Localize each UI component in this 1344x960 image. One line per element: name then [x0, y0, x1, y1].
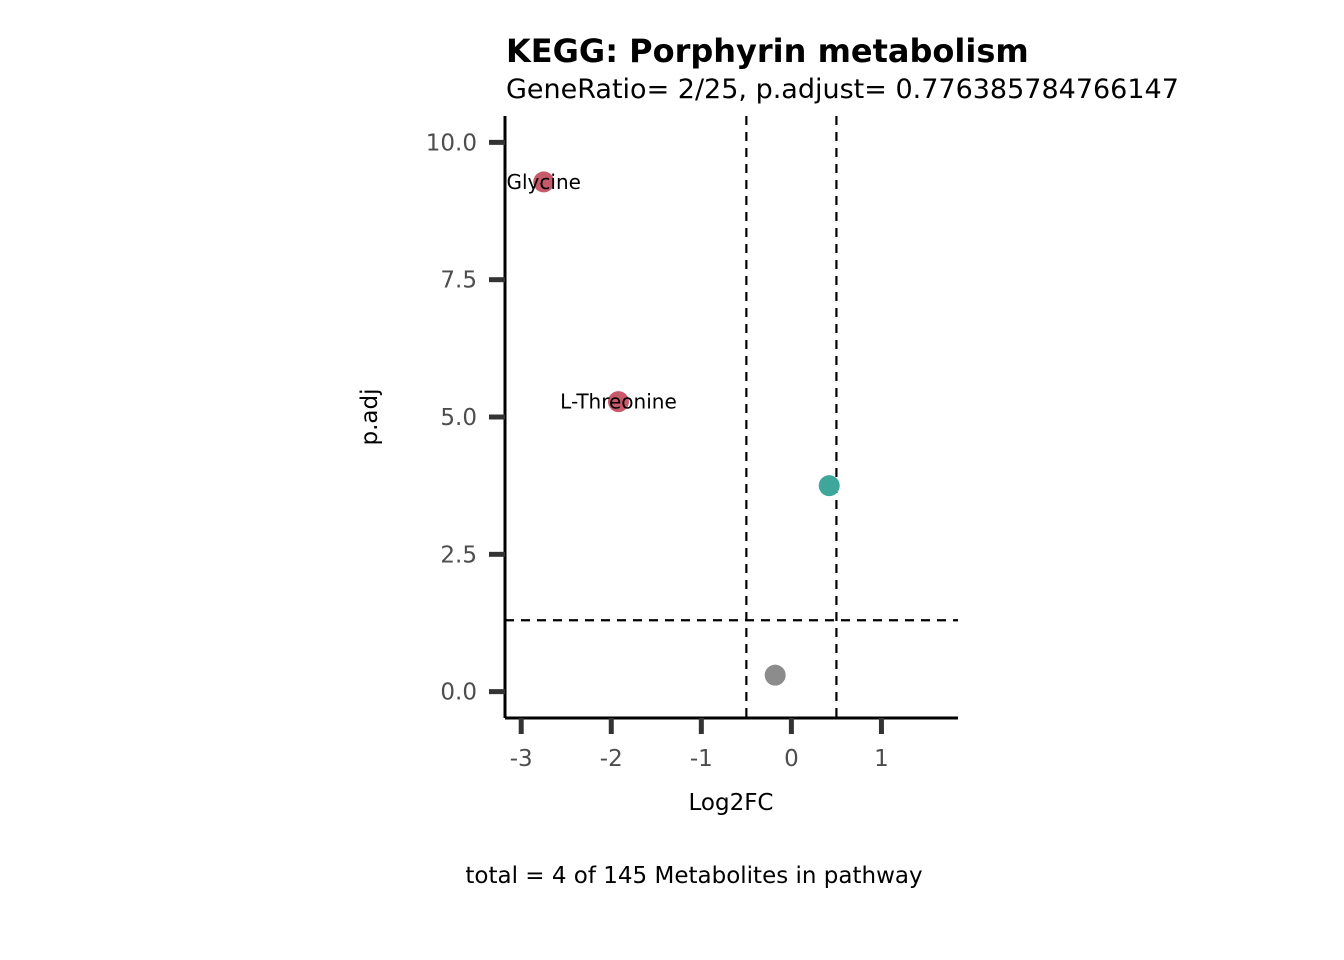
y-tick-label: 5.0 — [440, 405, 477, 431]
point-label: Glycine — [507, 170, 581, 194]
chart-title: KEGG: Porphyrin metabolism — [506, 32, 1029, 70]
y-tick-label: 7.5 — [440, 268, 477, 294]
data-point-not-significant — [764, 664, 786, 686]
chart-caption: total = 4 of 145 Metabolites in pathway — [465, 863, 922, 889]
data-points — [533, 171, 840, 686]
x-axis-title: Log2FC — [688, 790, 773, 816]
y-axis-title: p.adj — [357, 389, 383, 446]
y-tick-label: 0.0 — [440, 680, 477, 706]
point-label: L-Threonine — [560, 390, 677, 414]
y-tick-label: 10.0 — [426, 130, 477, 156]
y-tick-label: 2.5 — [440, 542, 477, 568]
x-tick-label: -3 — [510, 746, 533, 772]
x-tick-label: 1 — [874, 746, 889, 772]
x-tick-label: -2 — [600, 746, 623, 772]
reference-lines — [505, 116, 958, 718]
axes — [503, 116, 958, 720]
point-labels: Glycine L-Threonine — [507, 170, 677, 414]
x-tick-label: 0 — [784, 746, 799, 772]
data-point-down — [533, 171, 555, 193]
data-point-up — [818, 475, 840, 497]
axis-ticks: -3 -2 -1 0 10.02.55.07.510.0 — [426, 130, 889, 772]
chart-subtitle: GeneRatio= 2/25, p.adjust= 0.77638578476… — [506, 74, 1179, 105]
x-tick-label: -1 — [690, 746, 713, 772]
data-point-down — [607, 391, 629, 413]
